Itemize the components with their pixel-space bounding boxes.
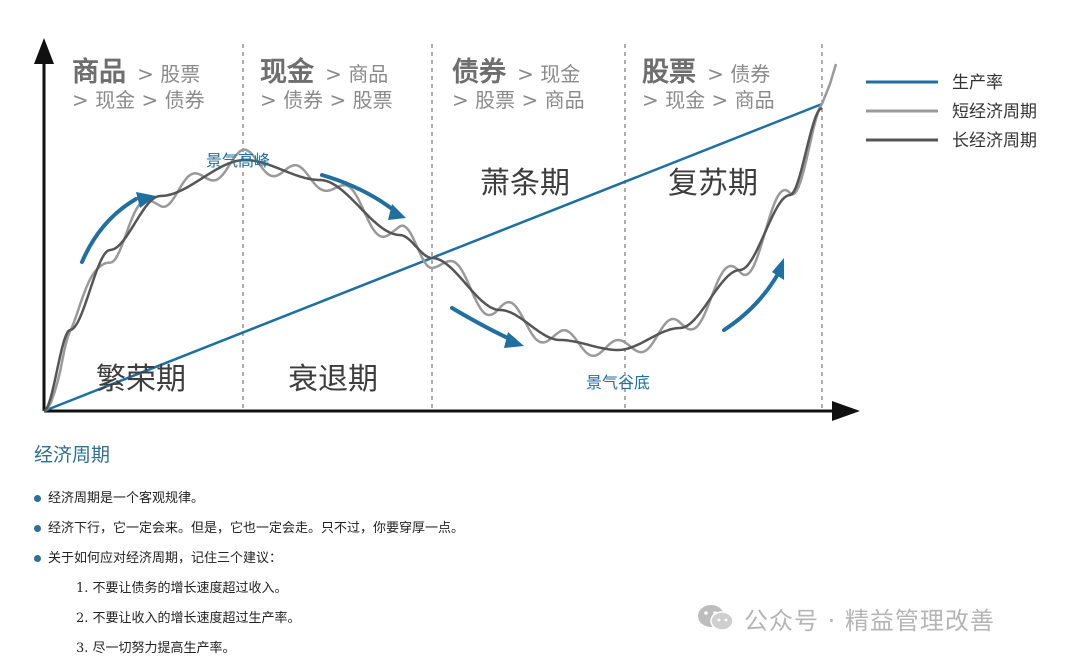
arrowhead-2 xyxy=(388,204,406,220)
advice-item: 2. 不要让收入的增长速度超过生产率。 xyxy=(76,611,301,626)
legend-label-productivity: 生产率 xyxy=(952,73,1003,93)
x-axis-arrow xyxy=(832,401,860,421)
bullet-dot xyxy=(34,555,41,562)
phase-3-heading: 债券 > 现金 xyxy=(452,56,580,88)
phase-3-rest: > 现金 xyxy=(517,62,580,86)
economic-cycle-diagram: 商品 > 股票 > 现金 > 债券 现金 > 商品 > 债券 > 股票 债券 >… xyxy=(34,38,1037,421)
short-cycle-curve xyxy=(43,63,838,413)
advice-list: 1. 不要让债务的增长速度超过收入。 2. 不要让收入的增长速度超过生产率。 3… xyxy=(76,574,301,664)
phase-name-prosperity: 繁荣期 xyxy=(96,362,186,397)
trough-label: 景气谷底 xyxy=(586,373,650,392)
direction-arrows xyxy=(80,173,780,342)
phase-name-recovery: 复苏期 xyxy=(668,166,758,201)
phase-4-main: 股票 xyxy=(642,57,696,88)
bullet-list: 经济周期是一个客观规律。 经济下行，它一定会来。但是，它也一定会走。只不过，你要… xyxy=(34,484,464,574)
fall-arrow-bottom xyxy=(450,306,514,342)
phase-name-depression: 萧条期 xyxy=(480,166,570,201)
advice-item: 1. 不要让债务的增长速度超过收入。 xyxy=(76,581,288,596)
y-axis-arrow xyxy=(34,38,54,64)
advice-item: 3. 尽一切努力提高生产率。 xyxy=(76,641,236,656)
phase-2-heading: 现金 > 商品 xyxy=(260,56,388,88)
section-title: 经济周期 xyxy=(34,444,111,466)
arrowhead-1 xyxy=(136,192,156,208)
phase-4-rest: > 债券 xyxy=(707,62,770,86)
bullet-text: 经济周期是一个客观规律。 xyxy=(48,491,205,506)
bullet-item: 经济下行，它一定会来。但是，它也一定会走。只不过，你要穿厚一点。 xyxy=(34,514,464,544)
phase-1-main: 商品 xyxy=(72,57,126,88)
rise-arrow-right xyxy=(722,272,780,332)
wechat-icon xyxy=(698,605,734,631)
bullet-text: 关于如何应对经济周期，记住三个建议： xyxy=(48,551,283,566)
bullet-item: 经济周期是一个客观规律。 xyxy=(34,484,464,514)
phase-4-heading: 股票 > 债券 xyxy=(642,57,770,88)
watermark: 公众号 · 精益管理改善 xyxy=(696,600,995,636)
bullet-text: 经济下行，它一定会来。但是，它也一定会走。只不过，你要穿厚一点。 xyxy=(48,521,465,536)
phase-1-rest: > 股票 xyxy=(137,62,200,86)
phase-name-recession: 衰退期 xyxy=(288,362,378,397)
rise-arrow-left xyxy=(80,197,138,264)
phase-2-rest: > 商品 xyxy=(325,62,388,86)
peak-label: 景气高峰 xyxy=(206,151,270,170)
phase-3-main: 债券 xyxy=(452,56,507,88)
arrow-heads xyxy=(136,192,784,348)
legend-label-short: 短经济周期 xyxy=(952,102,1037,122)
arrowhead-3 xyxy=(504,332,524,348)
legend: 生产率 短经济周期 长经济周期 xyxy=(866,73,1037,151)
legend-label-long: 长经济周期 xyxy=(952,131,1037,151)
phase-2-main: 现金 xyxy=(260,56,315,88)
phase-4-line2: > 现金 > 商品 xyxy=(642,88,775,112)
phase-1-heading: 商品 > 股票 xyxy=(72,57,200,88)
arrowhead-4 xyxy=(772,258,784,280)
phase-1-line2: > 现金 > 债券 xyxy=(72,88,205,112)
fall-arrow-top xyxy=(320,173,398,214)
phase-3-line2: > 股票 > 商品 xyxy=(452,88,585,112)
long-cycle-curve xyxy=(43,106,823,413)
bullet-dot xyxy=(34,525,41,532)
bullet-dot xyxy=(34,495,41,502)
watermark-text: 公众号 · 精益管理改善 xyxy=(744,606,995,635)
phase-2-line2: > 债券 > 股票 xyxy=(260,88,393,112)
bullet-item: 关于如何应对经济周期，记住三个建议： xyxy=(34,544,464,574)
